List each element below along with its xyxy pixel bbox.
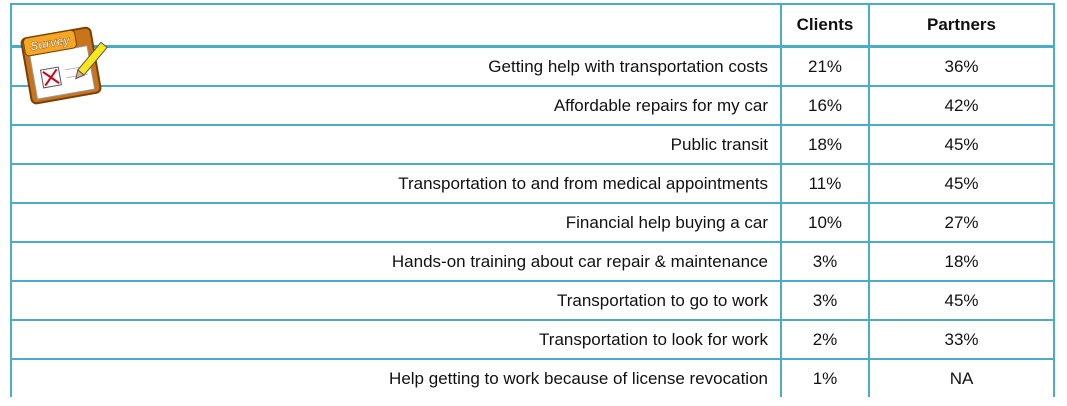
header-cell: Partners [868, 3, 1055, 48]
row-label: Help getting to work because of license … [10, 358, 782, 397]
row-label: Getting help with transportation costs [10, 45, 782, 87]
table-row: Transportation to look for work 2% 33% [10, 319, 1055, 360]
percent-cell: 27% [868, 202, 1055, 243]
header-row: Clients Partners [10, 3, 1055, 48]
percent-cell: 21% [780, 45, 870, 87]
table-row: Getting help with transportation costs 21… [10, 45, 1055, 87]
percent-cell: 45% [868, 163, 1055, 204]
percent-cell: 10% [780, 202, 870, 243]
percent-cell: 3% [780, 241, 870, 282]
row-label: Transportation to look for work [10, 319, 782, 360]
row-label: Hands-on training about car repair & mai… [10, 241, 782, 282]
percent-cell: 42% [868, 85, 1055, 126]
percent-cell: 1% [780, 358, 870, 397]
row-label: Transportation to go to work [10, 280, 782, 321]
percent-cell: 45% [868, 280, 1055, 321]
header-empty [10, 3, 782, 48]
percent-cell: 36% [868, 45, 1055, 87]
survey-table: Clients Partners Getting help with trans… [10, 3, 1055, 397]
table-row: Public transit 18% 45% [10, 124, 1055, 165]
percent-cell: 2% [780, 319, 870, 360]
percent-cell: 11% [780, 163, 870, 204]
row-label: Affordable repairs for my car [10, 85, 782, 126]
survey-icon: Survey [20, 26, 108, 105]
table-row: Affordable repairs for my car 16% 42% [10, 85, 1055, 126]
table-row: Financial help buying a car 10% 27% [10, 202, 1055, 243]
percent-cell: 18% [780, 124, 870, 165]
percent-cell: 45% [868, 124, 1055, 165]
row-label: Transportation to and from medical appoi… [10, 163, 782, 204]
table-row: Transportation to go to work 3% 45% [10, 280, 1055, 321]
percent-cell: 33% [868, 319, 1055, 360]
percent-cell: 18% [868, 241, 1055, 282]
table-row: Help getting to work because of license … [10, 358, 1055, 397]
percent-cell: 3% [780, 280, 870, 321]
row-label: Financial help buying a car [10, 202, 782, 243]
header-cell: Clients [780, 3, 870, 48]
percent-cell: NA [868, 358, 1055, 397]
percent-cell: 16% [780, 85, 870, 126]
row-label: Public transit [10, 124, 782, 165]
table-row: Hands-on training about car repair & mai… [10, 241, 1055, 282]
table-row: Transportation to and from medical appoi… [10, 163, 1055, 204]
